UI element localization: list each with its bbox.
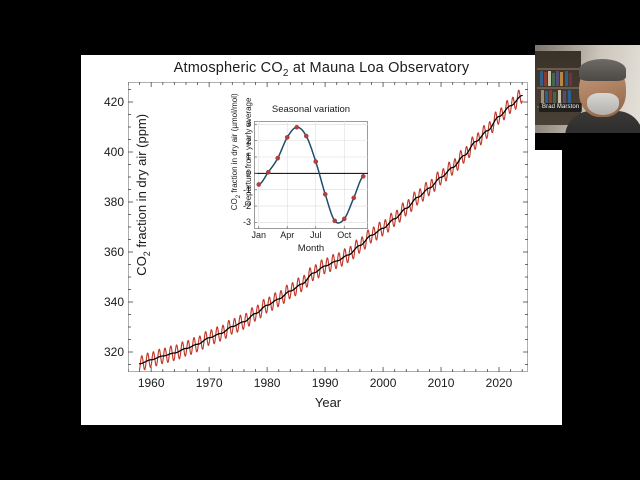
slide-title-subscript: 2	[282, 67, 289, 79]
co2-trend-series	[138, 94, 523, 365]
inset-y-tick-label: -3	[242, 217, 251, 228]
y-label-suffix: fraction in dry air (ppm)	[134, 113, 150, 252]
slide-canvas: Atmospheric CO2 at Mauna Loa Observatory…	[81, 55, 562, 425]
webcam-bookshelf	[535, 51, 581, 125]
inset-y-tick-label: 2	[245, 135, 251, 146]
inset-y-tick-label: -1	[242, 184, 251, 195]
webcam-letterbox-bottom	[535, 133, 640, 150]
inset-y-tick-label: 0	[245, 168, 251, 179]
main-x-tick-label: 2000	[369, 376, 397, 390]
main-y-tick-label: 360	[103, 245, 124, 259]
main-y-tick-label: 340	[103, 295, 124, 309]
main-x-tick-label: 1990	[311, 376, 339, 390]
main-chart: CO2 fraction in dry air (ppm) Year 420 40…	[104, 82, 528, 410]
slide-title-suffix: at Mauna Loa Observatory	[288, 60, 470, 76]
main-x-tick-label: 2020	[485, 376, 513, 390]
inset-y-label-subscript: 2	[235, 194, 242, 199]
inset-y-tick-label: 1	[245, 152, 251, 162]
slide-title: Atmospheric CO2 at Mauna Loa Observatory	[81, 60, 562, 79]
inset-x-tick-label: Oct	[337, 230, 352, 240]
inset-x-tick-label: Jul	[309, 230, 322, 240]
inset-x-tick-label: Apr	[280, 230, 295, 240]
co2-monthly-series	[139, 89, 523, 371]
main-y-tick-label: 420	[103, 95, 124, 109]
main-y-tick-label: 400	[103, 145, 124, 159]
seasonal-variation-series	[258, 126, 364, 224]
slide-title-prefix: Atmospheric CO	[173, 60, 283, 76]
main-x-tick-label: 1970	[195, 376, 223, 390]
main-x-tick-label: 1980	[253, 376, 281, 390]
main-chart-plot-area	[128, 82, 528, 372]
inset-chart-x-axis-label: Month	[297, 243, 325, 254]
y-label-subscript: 2	[141, 251, 152, 257]
main-chart-y-axis-label: CO2 fraction in dry air (ppm)	[134, 50, 152, 340]
inset-y-tick-label: -2	[242, 201, 251, 212]
webcam-video-tile[interactable]: Brad Marston	[535, 45, 640, 150]
y-label-prefix: CO	[134, 256, 150, 276]
main-x-tick-label: 2010	[427, 376, 455, 390]
webcam-person-beard	[587, 93, 619, 115]
main-y-tick-label: 380	[103, 195, 124, 209]
main-chart-x-axis-label: Year	[314, 395, 342, 410]
seasonal-variation-markers	[256, 124, 366, 224]
main-y-tick-label: 320	[103, 345, 124, 359]
main-x-tick-label: 1960	[137, 376, 165, 390]
webcam-participant-name: Brad Marston	[539, 103, 583, 112]
inset-chart-title: Seasonal variation	[271, 104, 351, 115]
inset-chart: Seasonal variation CO2 fraction in dry a…	[220, 93, 368, 254]
inset-y-tick-label: 3	[245, 119, 251, 130]
inset-x-tick-label: Jan	[251, 230, 266, 240]
inset-chart-plot-area	[254, 121, 368, 229]
webcam-person-hair	[579, 59, 626, 81]
